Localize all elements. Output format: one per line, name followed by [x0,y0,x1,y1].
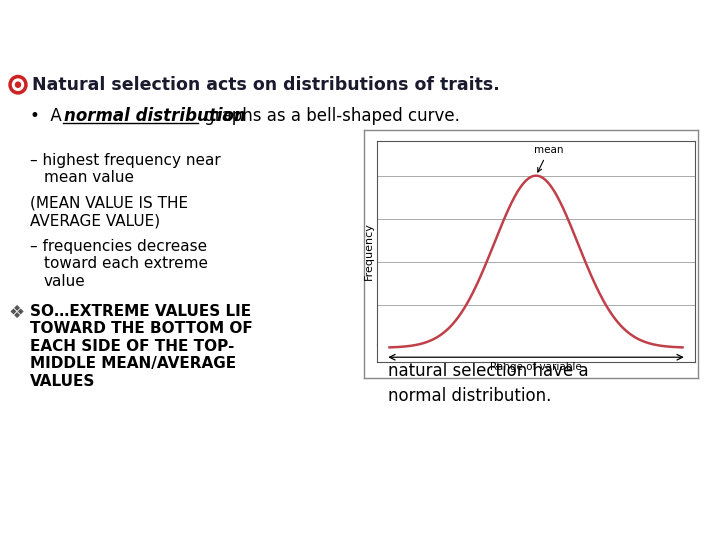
Text: ❖: ❖ [8,303,24,322]
Circle shape [12,79,24,90]
Text: FIGURE 11.2  NORMAL DISTRIBUTION: FIGURE 11.2 NORMAL DISTRIBUTION [408,97,654,111]
Text: – highest frequency near: – highest frequency near [30,152,221,167]
Text: toward each extreme: toward each extreme [44,256,208,271]
Text: – frequencies decrease: – frequencies decrease [30,239,207,254]
Text: MIDDLE MEAN/AVERAGE: MIDDLE MEAN/AVERAGE [30,356,236,371]
Text: TOWARD THE BOTTOM OF: TOWARD THE BOTTOM OF [30,321,253,336]
Text: SO…EXTREME VALUES LIE: SO…EXTREME VALUES LIE [30,303,251,319]
Circle shape [9,76,27,94]
Text: mean value: mean value [44,170,134,185]
Text: •  A: • A [30,106,67,125]
Text: normal distribution: normal distribution [64,106,246,125]
Text: AVERAGE VALUE): AVERAGE VALUE) [30,213,160,228]
Text: graphs as a bell-shaped curve.: graphs as a bell-shaped curve. [199,106,460,125]
Text: Traits not undergoing
natural selection have a
normal distribution.: Traits not undergoing natural selection … [387,337,588,405]
Text: •: • [374,337,385,356]
Circle shape [16,82,20,87]
Text: (MEAN VALUE IS THE: (MEAN VALUE IS THE [30,195,188,211]
Text: VALUES: VALUES [30,374,95,388]
Text: EACH SIDE OF THE TOP-: EACH SIDE OF THE TOP- [30,339,235,354]
Text: 11.2 Natural Selection in Populations: 11.2 Natural Selection in Populations [13,22,481,42]
Text: value: value [44,274,86,289]
Text: Range of variable: Range of variable [490,362,582,373]
Y-axis label: Frequency: Frequency [364,222,374,280]
Text: mean: mean [534,145,563,172]
Text: Natural selection acts on distributions of traits.: Natural selection acts on distributions … [32,76,500,94]
